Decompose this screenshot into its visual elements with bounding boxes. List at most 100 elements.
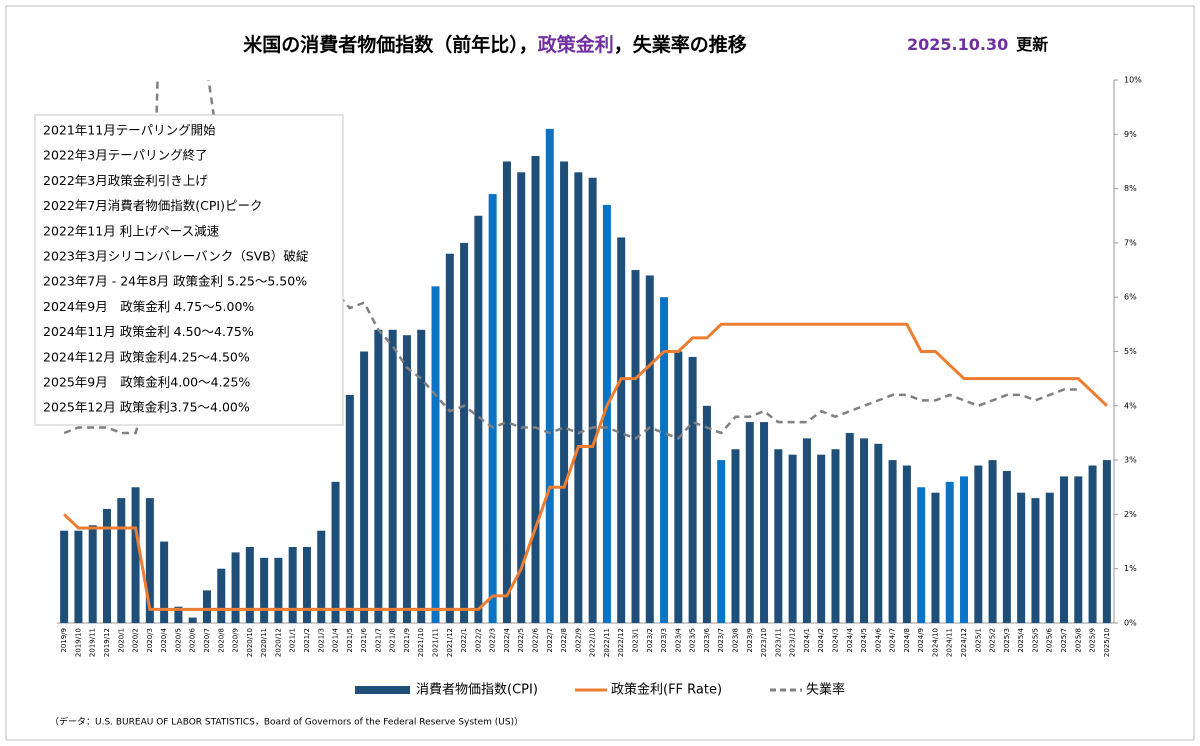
x-tick-label: 2023/8 [731,628,739,653]
bar [688,356,697,623]
source-note: （データ：U.S. BUREAU OF LABOR STATISTICS，Boa… [50,716,523,728]
bar [874,443,883,623]
bar [717,460,726,623]
annotation: 2024年9月 政策金利 4.75～5.00% [43,299,254,314]
bar [374,329,383,623]
update-date: 2025.10.30 更新 [907,35,1048,54]
x-tick-label: 2022/12 [617,628,625,657]
x-tick-label: 2021/6 [360,627,368,652]
y-tick-label: 2% [1124,510,1137,519]
title-part: ，失業率の推移 [614,33,747,56]
bar [202,590,211,623]
annotation: 2025年9月 政策金利4.00～4.25% [43,375,250,390]
bar [745,422,754,623]
x-tick-label: 2020/8 [217,628,225,653]
annotation: 2022年3月テーパリング終了 [43,148,208,163]
x-tick-label: 2023/2 [646,628,654,653]
legend: 消費者物価指数(CPI) 政策金利(FF Rate) 失業率 [355,682,845,698]
x-tick-label: 2023/12 [789,628,797,657]
x-tick-label: 2021/11 [432,628,440,657]
x-tick-label: 2023/6 [703,627,711,652]
x-tick-label: 2025/3 [1003,628,1011,653]
x-tick-label: 2020/7 [203,628,211,653]
bar [474,215,483,623]
x-tick-label: 2024/4 [846,627,854,652]
bar [102,508,111,623]
bar [531,156,540,623]
bar [560,161,569,623]
annotation: 2022年7月消費者物価指数(CPI)ピーク [43,198,262,213]
legend-label: 政策金利(FF Rate) [611,682,722,698]
x-tick-label: 2019/10 [74,628,82,657]
x-tick-label: 2020/2 [132,628,140,653]
bar [160,541,169,623]
bar [274,557,283,623]
x-tick-label: 2024/1 [803,628,811,653]
annotation: 2023年7月 - 24年8月 政策金利 5.25～5.50% [43,274,307,289]
y-tick-label: 0% [1124,619,1137,628]
x-tick-label: 2021/5 [346,628,354,653]
annotations: 2021年11月テーパリング開始 2022年3月テーパリング終了 2022年3月政策… [43,123,309,415]
bar [245,546,254,623]
y-tick-label: 4% [1124,401,1137,410]
x-tick-label: 2020/10 [246,628,254,657]
x-tick-label: 2022/11 [603,628,611,657]
chart-title: 米国の消費者物価指数（前年比），政策金利，失業率の推移 [243,33,747,56]
annotation-box [34,114,344,426]
x-tick-label: 2025/8 [1074,628,1082,653]
legend-label: 消費者物価指数(CPI) [416,683,538,698]
x-tick-label: 2024/5 [860,628,868,653]
bar [174,606,183,623]
bar [860,438,869,623]
bar [731,449,740,623]
bar [845,432,854,623]
x-tick-label: 2023/7 [717,628,725,653]
bar [602,204,611,623]
bar [145,498,154,623]
annotation: 2024年11月 政策金利 4.50～4.75% [43,324,254,339]
x-tick-label: 2024/2 [817,628,825,653]
x-tick-label: 2022/8 [560,628,568,653]
bar [588,177,597,624]
bar [802,438,811,623]
x-tick-label: 2022/1 [460,628,468,653]
x-tick-label: 2020/5 [174,628,182,653]
annotation: 2022年3月政策金利引き上げ [43,173,208,188]
bar [988,460,997,623]
bar [931,492,940,623]
bar [817,454,826,623]
y-tick-label: 3% [1124,456,1137,465]
bar [402,335,411,623]
y-tick-label: 9% [1124,130,1137,139]
plot-area [60,80,1111,624]
bar [760,422,769,623]
title-part: 米国の消費者物価指数（前年比）， [243,33,538,56]
x-tick-label: 2025/5 [1031,628,1039,653]
y-tick-label: 6% [1124,293,1137,302]
x-tick-label: 2021/3 [317,628,325,653]
bar [131,487,140,623]
bar [1088,465,1097,623]
x-tick-label: 2024/12 [960,628,968,657]
bar [702,405,711,623]
bar [431,286,440,623]
bar [460,242,469,623]
bar [317,530,326,623]
annotation: 2025年12月 政策金利3.75～4.00% [43,400,250,415]
x-tick-label: 2021/8 [389,628,397,653]
bar [260,557,269,623]
bar [502,161,511,623]
bar [974,465,983,623]
x-tick-label: 2023/9 [746,628,754,653]
bar [488,194,497,623]
bar [74,530,83,623]
bar [774,449,783,623]
bar [417,329,426,623]
bar [574,172,583,623]
bar [217,568,226,623]
x-tick-label: 2021/9 [403,628,411,653]
bar [888,460,897,623]
y-tick-label: 8% [1124,184,1137,193]
bar [831,449,840,623]
legend-label: 失業率 [806,682,845,698]
